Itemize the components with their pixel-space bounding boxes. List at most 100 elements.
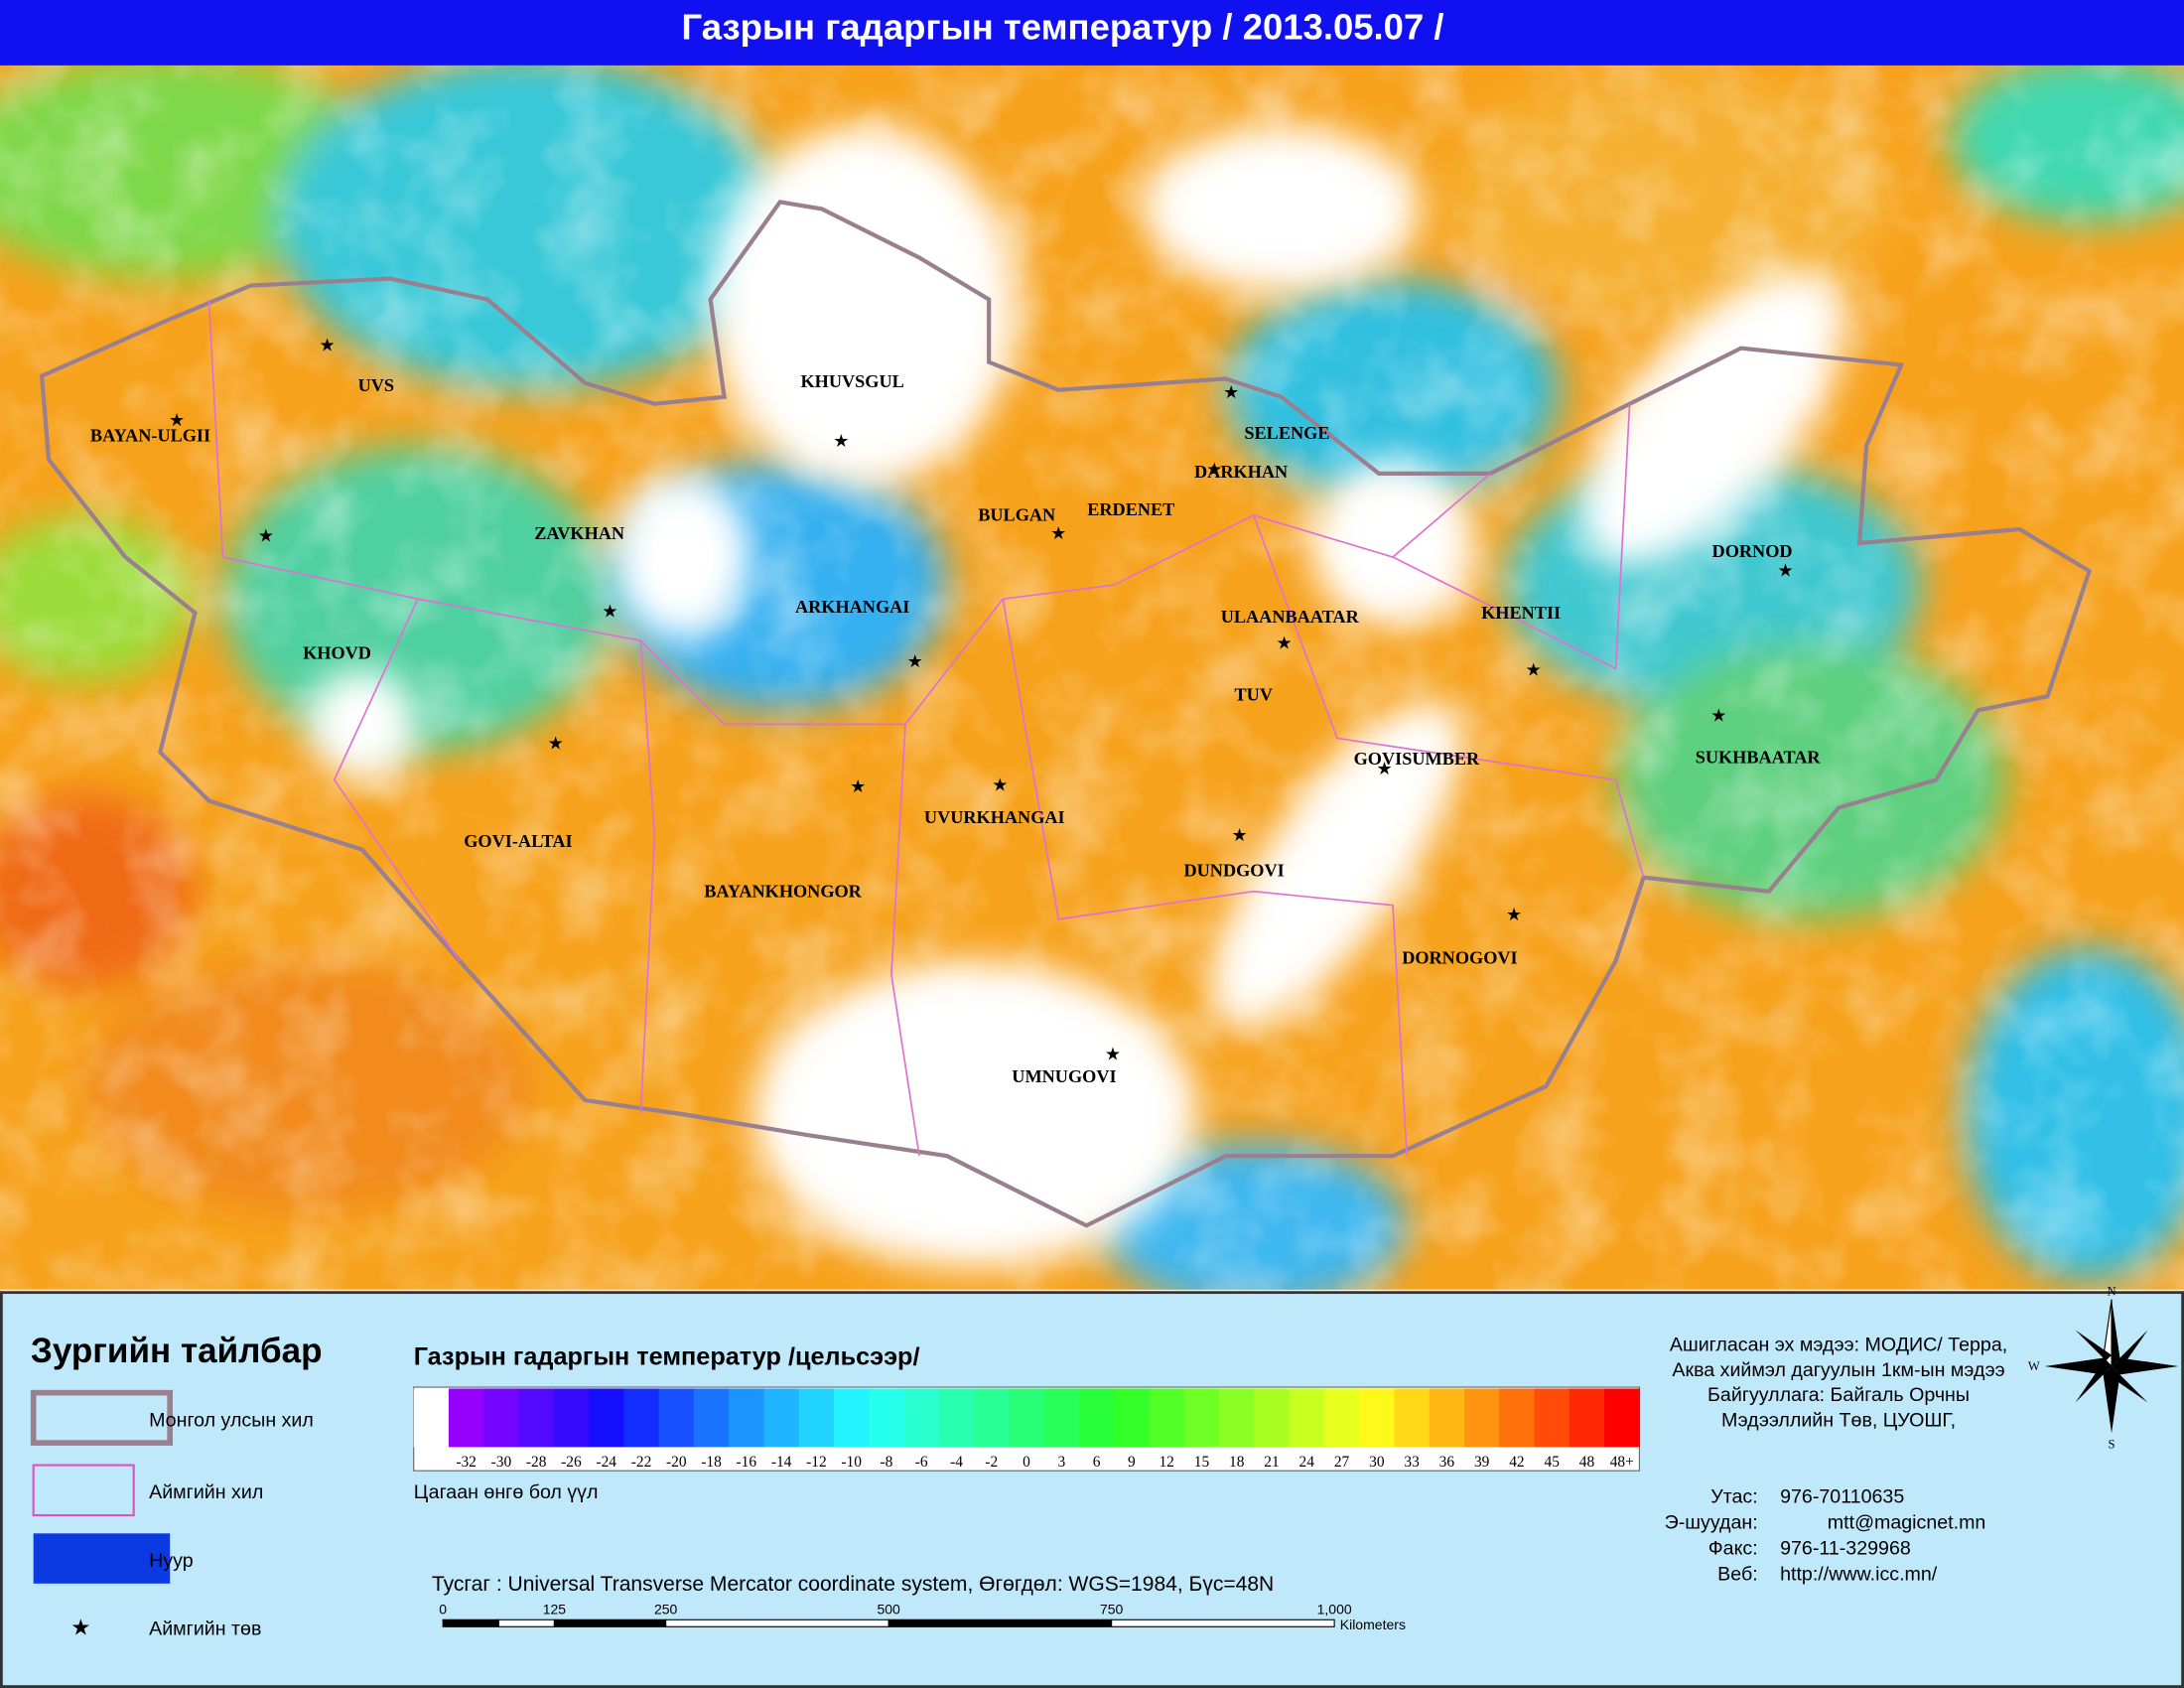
- colorbar-cell: [623, 1388, 660, 1448]
- colorbar-tick: -26: [561, 1454, 582, 1471]
- scalebar-label: 750: [1100, 1602, 1124, 1618]
- contact-value: mtt@magicnet.mn: [1828, 1511, 1986, 1533]
- colorbar-note: Цагаан өнгө бол үүл: [414, 1481, 599, 1503]
- scalebar-unit: Kilometers: [1340, 1617, 1406, 1632]
- province-label: GOVI-ALTAI: [464, 831, 572, 851]
- colorbar-tick: 48+: [1610, 1454, 1634, 1471]
- title-bar: [0, 0, 2184, 66]
- province-label: BAYAN-ULGII: [90, 426, 210, 446]
- colorbar-tick: -32: [456, 1454, 477, 1471]
- legend-item: Аймгийн хил: [149, 1481, 263, 1503]
- colorbar-tick: 33: [1404, 1454, 1420, 1471]
- colorbar-cell: [658, 1388, 695, 1448]
- colorbar-cell: [903, 1388, 940, 1448]
- scalebar-label: 250: [654, 1602, 678, 1618]
- compass-n: N: [2107, 1284, 2116, 1298]
- colorbar-cell: [974, 1388, 1011, 1448]
- scalebar-label: 1,000: [1317, 1602, 1352, 1618]
- colorbar-cell: [1394, 1388, 1431, 1448]
- info-line: Байгууллага: Байгаль Орчны: [1707, 1384, 1970, 1406]
- colorbar-cell: [1254, 1388, 1291, 1448]
- province-center: ★: [169, 409, 185, 430]
- colorbar-cell: [553, 1388, 590, 1448]
- colorbar-tick: 36: [1439, 1454, 1455, 1471]
- province-label: SELENGE: [1244, 423, 1329, 443]
- province-label: KHENTII: [1481, 603, 1561, 623]
- colorbar-cell: [1289, 1388, 1325, 1448]
- contact-value: 976-11-329968: [1780, 1537, 1911, 1559]
- province-borders: [207, 299, 1645, 1157]
- province-center: ★: [907, 650, 923, 671]
- province-label: BAYANKHONGOR: [704, 881, 862, 901]
- colorbar-tick: -14: [771, 1454, 792, 1471]
- colorbar-cell: [518, 1388, 555, 1448]
- colorbar-cell: [1219, 1388, 1256, 1448]
- province-label: ERDENET: [1087, 499, 1174, 519]
- scalebar-label: 0: [439, 1602, 447, 1618]
- legend-item: Аймгийн төв: [149, 1618, 261, 1640]
- scalebar-segment: [497, 1618, 555, 1627]
- compass: N E S W: [2028, 1284, 2179, 1452]
- province-label: TUV: [1235, 685, 1273, 705]
- province-center: ★: [1232, 824, 1248, 845]
- province-label: ULAANBAATAR: [1221, 607, 1360, 627]
- contact-value: 976-70110635: [1780, 1485, 1904, 1507]
- province-center: ★: [1710, 705, 1726, 726]
- projection: Тусгаг : Universal Transverse Mercator c…: [432, 1573, 1274, 1596]
- province-label: DORNOGOVI: [1402, 948, 1517, 968]
- colorbar-tick: -22: [631, 1454, 652, 1471]
- colorbar-tick: 12: [1159, 1454, 1173, 1471]
- contact-label: Э-шуудан:: [1665, 1511, 1758, 1533]
- colorbar-tick: -20: [666, 1454, 687, 1471]
- legend-swatch: [30, 1389, 173, 1446]
- province-center: ★: [1778, 560, 1794, 581]
- info-line: Мэдээллийн Төв, ЦУОШГ,: [1721, 1409, 1956, 1431]
- contact-label: Факс:: [1708, 1537, 1758, 1559]
- colorbar-cell: [483, 1388, 520, 1448]
- colorbar-tick: 21: [1264, 1454, 1279, 1471]
- legend-panel: [0, 1291, 2184, 1688]
- province-label: KHUVSGUL: [801, 371, 904, 391]
- colorbar-tick: -24: [596, 1454, 616, 1471]
- colorbar-cell: [729, 1388, 765, 1448]
- province-center: ★: [1376, 758, 1392, 778]
- colorbar-cell: [1604, 1388, 1641, 1448]
- colorbar-tick: -2: [985, 1454, 998, 1471]
- legend-item: Монгол улсын хил: [149, 1409, 314, 1431]
- province-center: ★: [258, 525, 274, 546]
- province-center: ★: [602, 600, 617, 621]
- colorbar-cell: [413, 1388, 449, 1448]
- colorbar-tick: -30: [491, 1454, 512, 1471]
- legend-swatch: [33, 1533, 171, 1584]
- scalebar-segment: [887, 1618, 1113, 1627]
- province-label: UVURKHANGAI: [924, 807, 1065, 827]
- colorbar-cell: [1569, 1388, 1605, 1448]
- colorbar-cell: [763, 1388, 800, 1448]
- colorbar-cell: [1078, 1388, 1115, 1448]
- colorbar-tick: 6: [1093, 1454, 1101, 1471]
- legend-swatch: [32, 1464, 135, 1517]
- province-label: UMNUGOVI: [1012, 1066, 1116, 1086]
- province-label: DORNOD: [1712, 541, 1793, 561]
- colorbar-tick: -18: [701, 1454, 722, 1471]
- colorbar-cell: [1429, 1388, 1465, 1448]
- province-label: SUKHBAATAR: [1696, 748, 1822, 768]
- colorbar-cell: [1043, 1388, 1080, 1448]
- compass-s: S: [2109, 1438, 2116, 1452]
- province-label: ARKHANGAI: [795, 597, 909, 617]
- colorbar-cell: [693, 1388, 730, 1448]
- colorbar-tick: 27: [1334, 1454, 1350, 1471]
- colorbar-cell: [1323, 1388, 1360, 1448]
- province-center: ★: [1506, 904, 1522, 924]
- province-center: ★: [992, 774, 1008, 795]
- colorbar-tick: 15: [1194, 1454, 1210, 1471]
- colorbar-tick: -10: [841, 1454, 862, 1471]
- colorbar-cell: [938, 1388, 975, 1448]
- province-center: ★: [1105, 1043, 1121, 1063]
- province-center: ★: [1206, 458, 1222, 479]
- province-center: ★: [1276, 633, 1292, 653]
- scalebar-segment: [442, 1618, 499, 1627]
- province-center: ★: [850, 775, 866, 796]
- colorbar-tick: 18: [1229, 1454, 1245, 1471]
